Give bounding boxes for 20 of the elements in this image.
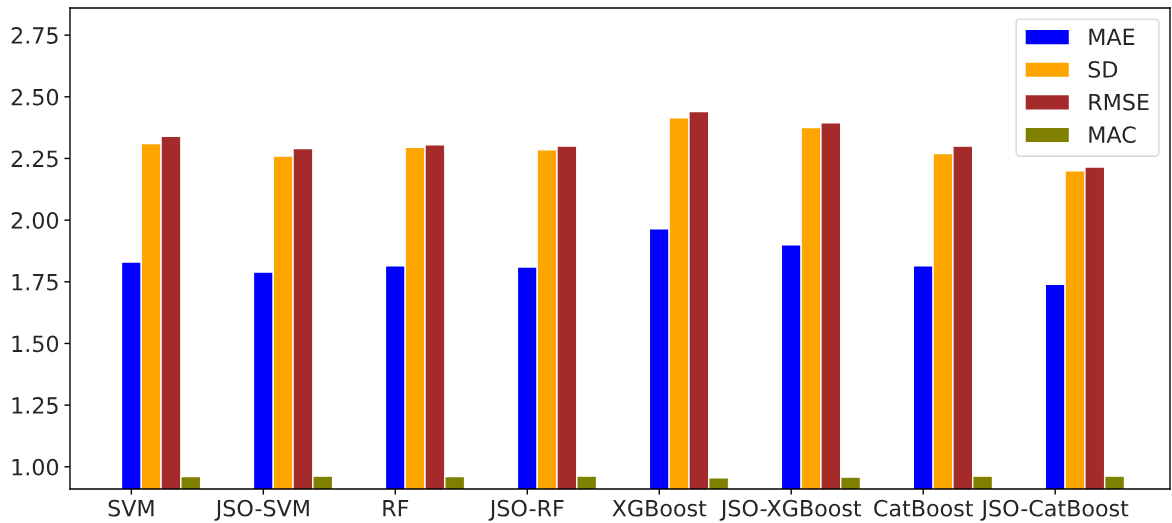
y-tick-label: 1.50 bbox=[12, 335, 59, 353]
x-tick-label: JSO-CatBoost bbox=[980, 499, 1129, 521]
x-tick-label: JSO-XGBoost bbox=[719, 499, 862, 521]
x-tick-label: JSO-RF bbox=[488, 499, 564, 521]
x-tick-label: SVM bbox=[108, 499, 154, 517]
y-tick-label: 1.00 bbox=[12, 458, 59, 476]
legend-label: SD bbox=[1088, 61, 1118, 78]
y-tick-label: 2.50 bbox=[11, 88, 59, 106]
x-tick-label: CatBoost bbox=[874, 499, 973, 517]
y-tick-label: 2.25 bbox=[11, 150, 58, 168]
y-tick-label: 2.75 bbox=[11, 27, 58, 44]
x-tick-label: XGBoost bbox=[612, 499, 707, 517]
y-tick-label: 2.00 bbox=[11, 212, 59, 229]
x-tick-label: RF bbox=[383, 500, 409, 517]
x-tick-label: JSO-SVM bbox=[214, 499, 309, 521]
legend-label: MAC bbox=[1089, 126, 1136, 144]
legend-label: RMSE bbox=[1089, 93, 1149, 111]
y-tick-label: 1.25 bbox=[12, 397, 58, 414]
legend-label: MAE bbox=[1089, 28, 1135, 45]
y-tick-label: 1.75 bbox=[12, 274, 58, 291]
